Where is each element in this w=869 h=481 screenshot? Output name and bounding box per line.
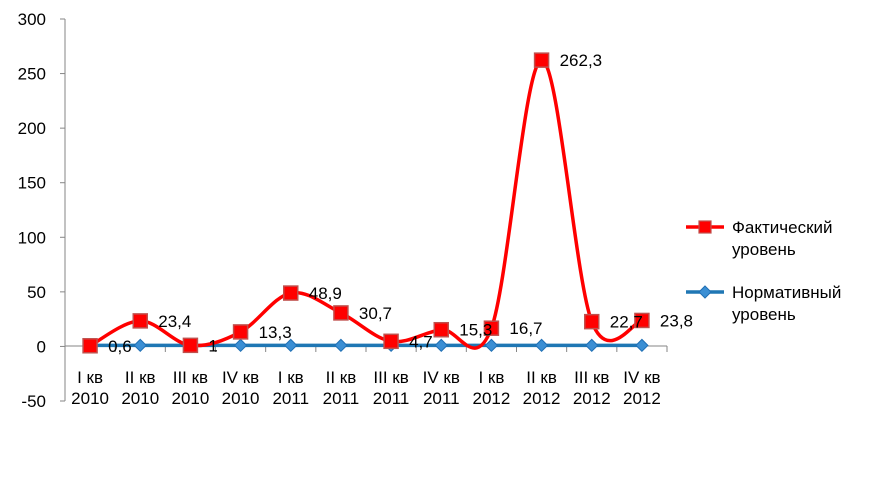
legend-label: уровень [732,305,796,324]
x-category-label-quarter: IV кв [623,368,660,387]
data-point-square-marker [634,312,650,329]
y-tick-label: 150 [18,174,46,193]
data-label: 23,4 [158,312,191,331]
y-tick-label: 200 [18,119,46,138]
x-category-label-year: 2011 [323,389,360,408]
x-category-label-quarter: III кв [574,368,609,387]
x-category-label-year: 2011 [423,389,460,408]
x-category-label-quarter: III кв [173,368,208,387]
x-category-label-year: 2012 [573,389,611,408]
data-point-square-marker [433,321,449,338]
y-axis-tick-labels: 300 250 200 150 100 50 0 -50 [18,10,46,411]
x-category-label-year: 2010 [222,389,260,408]
legend: Фактический уровень Нормативный уровень [686,218,841,324]
data-label: 23,8 [660,311,693,330]
data-label: 13,3 [259,323,292,342]
y-tick-label: 100 [18,228,46,247]
series [82,52,650,354]
y-tick-label: -50 [21,392,46,411]
x-category-label-quarter: IV кв [222,368,259,387]
data-label: 1 [208,336,217,355]
data-point-square-marker [232,324,249,340]
data-label: 48,9 [309,284,342,303]
x-category-label-quarter: II кв [526,368,557,387]
data-label: 22,7 [610,313,643,332]
data-point-square-marker [584,313,600,330]
data-point-square-marker [132,313,148,329]
x-category-label-year: 2012 [623,389,661,408]
y-tick-label: 0 [37,337,46,356]
data-point-square-marker [333,305,349,321]
x-category-label-quarter: I кв [278,368,304,387]
x-category-label-year: 2011 [272,389,309,408]
data-point-diamond-marker [585,338,599,353]
series-actual-level [82,52,650,354]
y-tick-label: 300 [18,10,46,29]
data-point-square-marker [533,52,550,68]
data-point-square-marker [283,285,299,301]
x-category-label-year: 2010 [172,389,210,408]
data-label: 30,7 [359,304,392,323]
x-category-label-quarter: III кв [373,368,408,387]
legend-diamond-marker [698,285,712,299]
data-point-square-marker [483,320,500,336]
y-tick-label: 50 [27,283,46,302]
data-point-diamond-marker [133,338,147,353]
data-label: 4,7 [409,332,433,351]
data-point-square-marker [182,337,199,354]
data-label: 16,7 [509,319,542,338]
data-point-diamond-marker [284,338,298,353]
series-line [89,58,643,350]
x-category-label-quarter: II кв [326,368,357,387]
x-category-label-quarter: II кв [125,368,156,387]
legend-square-marker [698,220,712,234]
x-category-label-quarter: I кв [478,368,504,387]
data-labels: 0,6 23,4 1 13,3 48,9 30,7 4,7 15,3 16,7 262,3 22,7… [108,51,693,356]
data-label: 0,6 [108,337,132,356]
x-category-label-year: 2010 [121,389,159,408]
legend-entry: Фактический уровень [686,218,833,259]
x-axis-category-labels: I кв 2010 II кв 2010 III кв 2010 IV кв 2010 I кв… [71,368,661,408]
x-category-label-year: 2012 [523,389,561,408]
data-point-square-marker [82,338,98,354]
x-category-label-year: 2012 [473,389,511,408]
data-point-diamond-marker [233,338,248,353]
x-category-label-year: 2010 [71,389,109,408]
data-point-diamond-marker [434,338,448,353]
data-point-diamond-marker [534,338,549,353]
legend-entry: Нормативный уровень [686,283,841,324]
legend-label: Фактический [732,218,833,237]
x-category-label-quarter: I кв [77,368,103,387]
data-label: 262,3 [560,51,603,70]
data-point-square-marker [383,333,399,350]
data-point-diamond-marker [635,338,649,353]
legend-label: Нормативный [732,283,841,302]
y-tick-label: 250 [18,65,46,84]
x-category-label-year: 2011 [373,389,410,408]
legend-label: уровень [732,240,796,259]
data-point-diamond-marker [484,338,499,353]
data-point-diamond-marker [334,338,348,353]
x-category-label-quarter: IV кв [423,368,460,387]
data-label: 15,3 [459,321,492,340]
